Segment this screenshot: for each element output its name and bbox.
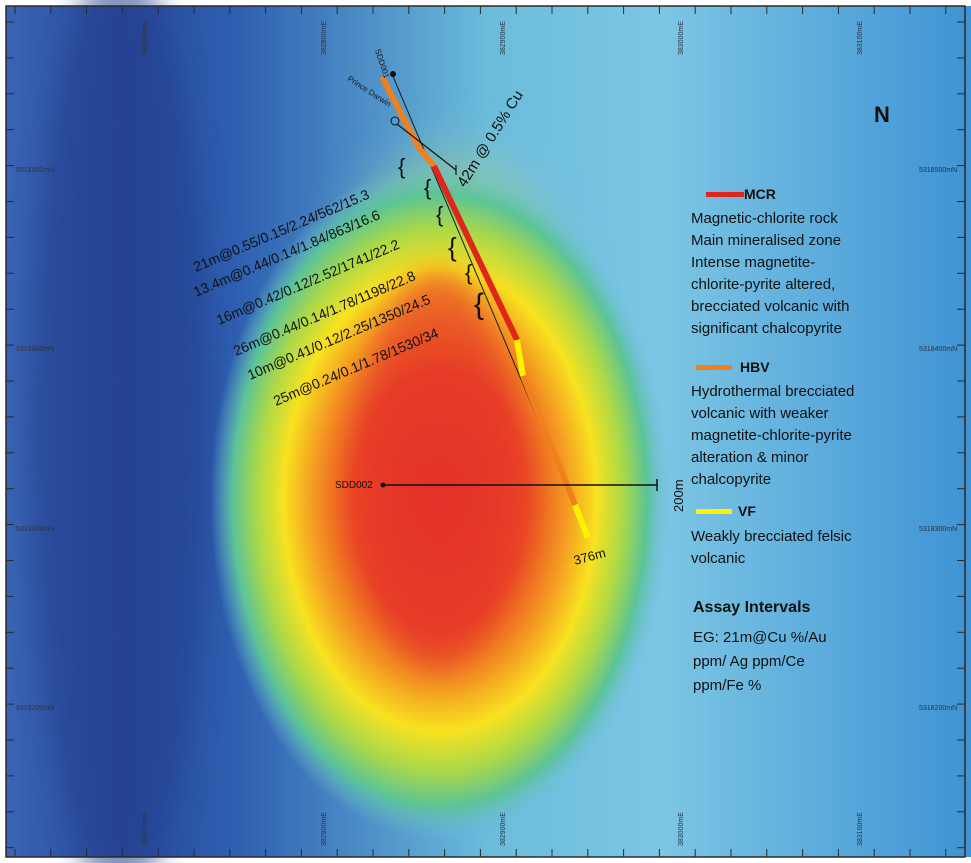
sdd001-collar bbox=[390, 71, 396, 77]
legend: MCR Magnetic-chlorite rock Main minerali… bbox=[691, 186, 854, 694]
easting-label-bottom: 382800mE bbox=[321, 812, 328, 846]
bracket: { bbox=[448, 232, 457, 262]
bracket: { bbox=[398, 154, 405, 179]
easting-label-top: 382700mE bbox=[142, 21, 149, 55]
hbv-legend-title: HBV bbox=[740, 359, 770, 375]
hbv-description: alteration & minor bbox=[691, 449, 809, 466]
prince-darwin-marker bbox=[390, 116, 400, 126]
northing-label-right: 5318500mN bbox=[919, 167, 957, 174]
bracket: { bbox=[474, 288, 484, 321]
assay-intervals-title: Assay Intervals bbox=[693, 599, 811, 616]
mcr-description: Main mineralised zone bbox=[691, 232, 841, 249]
mcr-description: brecciated volcanic with bbox=[691, 298, 849, 315]
easting-label-top: 383100mE bbox=[857, 21, 864, 55]
vf-legend-title: VF bbox=[738, 503, 756, 519]
easting-label-top: 382900mE bbox=[500, 21, 507, 55]
north-label: N bbox=[874, 102, 890, 127]
sdd002-collar bbox=[380, 482, 386, 488]
vf-swatch bbox=[696, 509, 732, 514]
intercept-pointer bbox=[396, 123, 457, 171]
easting-label-bottom: 382700mE bbox=[142, 812, 149, 846]
assay-intervals-example: ppm/ Ag ppm/Ce bbox=[693, 653, 805, 670]
northing-label-left: 5318300mN bbox=[16, 526, 54, 533]
easting-label-top: 382800mE bbox=[321, 21, 328, 55]
assay-intervals-example: EG: 21m@Cu %/Au bbox=[693, 629, 827, 646]
vf-interval bbox=[514, 339, 526, 377]
mcr-legend-title: MCR bbox=[744, 186, 776, 202]
mcr-interval bbox=[431, 164, 520, 342]
grid-ticks-bottom bbox=[14, 849, 947, 857]
map-frame bbox=[5, 5, 966, 858]
northing-label-right: 5318400mN bbox=[919, 346, 957, 353]
easting-label-bottom: 382900mE bbox=[500, 812, 507, 846]
coordinate-grid: 382700mE 382800mE 382900mE 383000mE 3831… bbox=[6, 6, 965, 857]
hbv-interval bbox=[416, 146, 437, 168]
vf-description: volcanic bbox=[691, 550, 746, 567]
northing-label-left: 5318200mN bbox=[16, 705, 54, 712]
easting-label-bottom: 383100mE bbox=[857, 812, 864, 846]
hbv-description: volcanic with weaker bbox=[691, 405, 829, 422]
bracket: { bbox=[436, 202, 443, 227]
mcr-swatch bbox=[706, 192, 744, 197]
mcr-description: Magnetic-chlorite rock bbox=[691, 210, 838, 227]
northing-label-right: 5318200mN bbox=[919, 705, 957, 712]
grid-ticks-top bbox=[14, 6, 947, 14]
hbv-description: chalcopyrite bbox=[691, 471, 771, 488]
hbv-swatch bbox=[696, 365, 732, 370]
hbv-interval bbox=[520, 374, 578, 507]
sdd002-depth-label: 200m bbox=[671, 479, 686, 512]
northing-label-left: 5318400mN bbox=[16, 346, 54, 353]
easting-label-top: 383000mE bbox=[678, 21, 685, 55]
mcr-description: Intense magnetite- bbox=[691, 254, 815, 271]
sdd002-label: SDD002 bbox=[335, 480, 373, 491]
vf-description: Weakly brecciated felsic bbox=[691, 528, 852, 545]
bracket: { bbox=[424, 175, 431, 200]
assay-brackets: { { { { { { bbox=[398, 154, 484, 321]
mcr-description: chlorite-pyrite altered, bbox=[691, 276, 835, 293]
easting-label-bottom: 383000mE bbox=[678, 812, 685, 846]
hbv-description: Hydrothermal brecciated bbox=[691, 383, 854, 400]
bracket: { bbox=[465, 260, 472, 285]
hbv-description: magnetite-chlorite-pyrite bbox=[691, 427, 852, 444]
grid-ticks-right bbox=[957, 21, 965, 849]
assay-intervals-example: ppm/Fe % bbox=[693, 677, 761, 694]
northing-label-left: 5318500mN bbox=[16, 167, 54, 174]
vf-interval bbox=[572, 503, 591, 540]
northing-label-right: 5318300mN bbox=[919, 526, 957, 533]
grid-ticks-left bbox=[6, 21, 14, 849]
drillhole-sdd001 bbox=[379, 71, 591, 540]
drillhole-sdd002 bbox=[380, 479, 658, 491]
mcr-description: significant chalcopyrite bbox=[691, 320, 842, 337]
